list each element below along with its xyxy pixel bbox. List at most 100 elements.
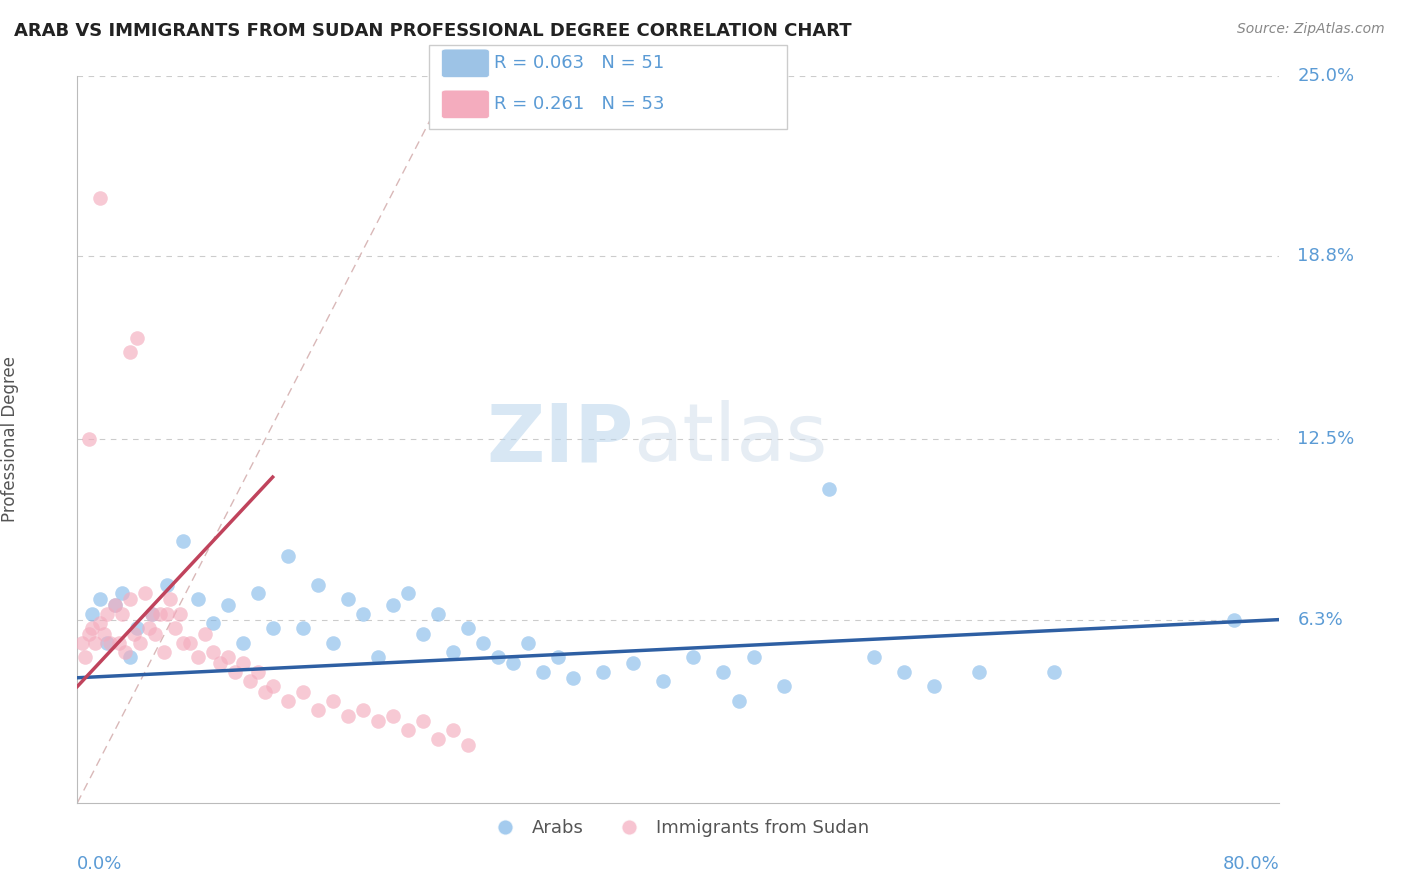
Point [307, 703, 329, 717]
Point [82, 607, 104, 621]
Point [73, 650, 96, 665]
Point [104, 598, 127, 612]
Point [194, 627, 217, 641]
Text: Professional Degree: Professional Degree [1, 356, 18, 523]
Point [922, 680, 945, 694]
Point [367, 650, 389, 665]
Point [262, 621, 284, 635]
Point [1223, 613, 1246, 627]
Point [145, 627, 167, 641]
Point [89, 191, 111, 205]
Point [291, 621, 314, 635]
Point [592, 665, 614, 679]
Point [322, 636, 344, 650]
Point [727, 694, 749, 708]
Point [156, 578, 179, 592]
Point [457, 621, 479, 635]
Point [277, 694, 299, 708]
Point [352, 607, 374, 621]
Point [79, 432, 101, 446]
Point [186, 650, 209, 665]
Point [441, 723, 464, 737]
Point [246, 665, 269, 679]
Point [201, 615, 224, 630]
Point [322, 694, 344, 708]
Point [277, 549, 299, 563]
Point [89, 592, 111, 607]
Point [772, 680, 794, 694]
Point [172, 636, 194, 650]
Point [254, 685, 277, 699]
Point [163, 621, 186, 635]
Point [108, 636, 131, 650]
Point [517, 636, 540, 650]
Text: 80.0%: 80.0% [1223, 855, 1279, 873]
Point [153, 644, 176, 658]
Point [396, 586, 419, 600]
Point [129, 636, 152, 650]
Point [652, 673, 675, 688]
Point [118, 345, 141, 359]
Point [336, 708, 359, 723]
Point [531, 665, 554, 679]
Point [352, 703, 374, 717]
Text: 12.5%: 12.5% [1298, 430, 1355, 449]
Point [562, 671, 585, 685]
Point [79, 627, 101, 641]
Point [232, 657, 254, 671]
Point [156, 607, 179, 621]
Point [209, 657, 232, 671]
Point [111, 586, 134, 600]
Point [893, 665, 915, 679]
Point [336, 592, 359, 607]
Point [134, 586, 156, 600]
Point [396, 723, 419, 737]
Point [100, 636, 122, 650]
Point [89, 615, 111, 630]
Text: ZIP: ZIP [486, 401, 633, 478]
Point [179, 636, 201, 650]
Point [367, 714, 389, 729]
Text: R = 0.063   N = 51: R = 0.063 N = 51 [494, 54, 664, 72]
Point [817, 482, 839, 496]
Point [82, 621, 104, 635]
Point [246, 586, 269, 600]
Point [172, 534, 194, 549]
Point [291, 685, 314, 699]
Point [141, 607, 163, 621]
Text: 25.0%: 25.0% [1298, 67, 1354, 85]
Point [217, 598, 239, 612]
Point [381, 708, 404, 723]
Point [472, 636, 495, 650]
Point [118, 592, 141, 607]
Text: 0.0%: 0.0% [77, 855, 122, 873]
Point [217, 650, 239, 665]
Point [186, 592, 209, 607]
Point [457, 738, 479, 752]
Point [1043, 665, 1066, 679]
Point [104, 598, 127, 612]
Point [111, 607, 134, 621]
Point [138, 621, 160, 635]
Point [127, 330, 149, 344]
Point [412, 714, 434, 729]
Point [262, 680, 284, 694]
Legend: Arabs, Immigrants from Sudan: Arabs, Immigrants from Sudan [479, 813, 877, 845]
Point [169, 607, 191, 621]
Point [96, 636, 118, 650]
Point [70, 636, 93, 650]
Point [118, 650, 141, 665]
Point [239, 673, 262, 688]
Point [84, 636, 107, 650]
Point [224, 665, 246, 679]
Text: R = 0.261   N = 53: R = 0.261 N = 53 [494, 95, 664, 113]
Point [412, 627, 434, 641]
Point [967, 665, 990, 679]
Point [159, 592, 181, 607]
Point [682, 650, 704, 665]
Point [427, 607, 450, 621]
Point [742, 650, 765, 665]
Point [381, 598, 404, 612]
Point [502, 657, 524, 671]
Point [127, 621, 149, 635]
